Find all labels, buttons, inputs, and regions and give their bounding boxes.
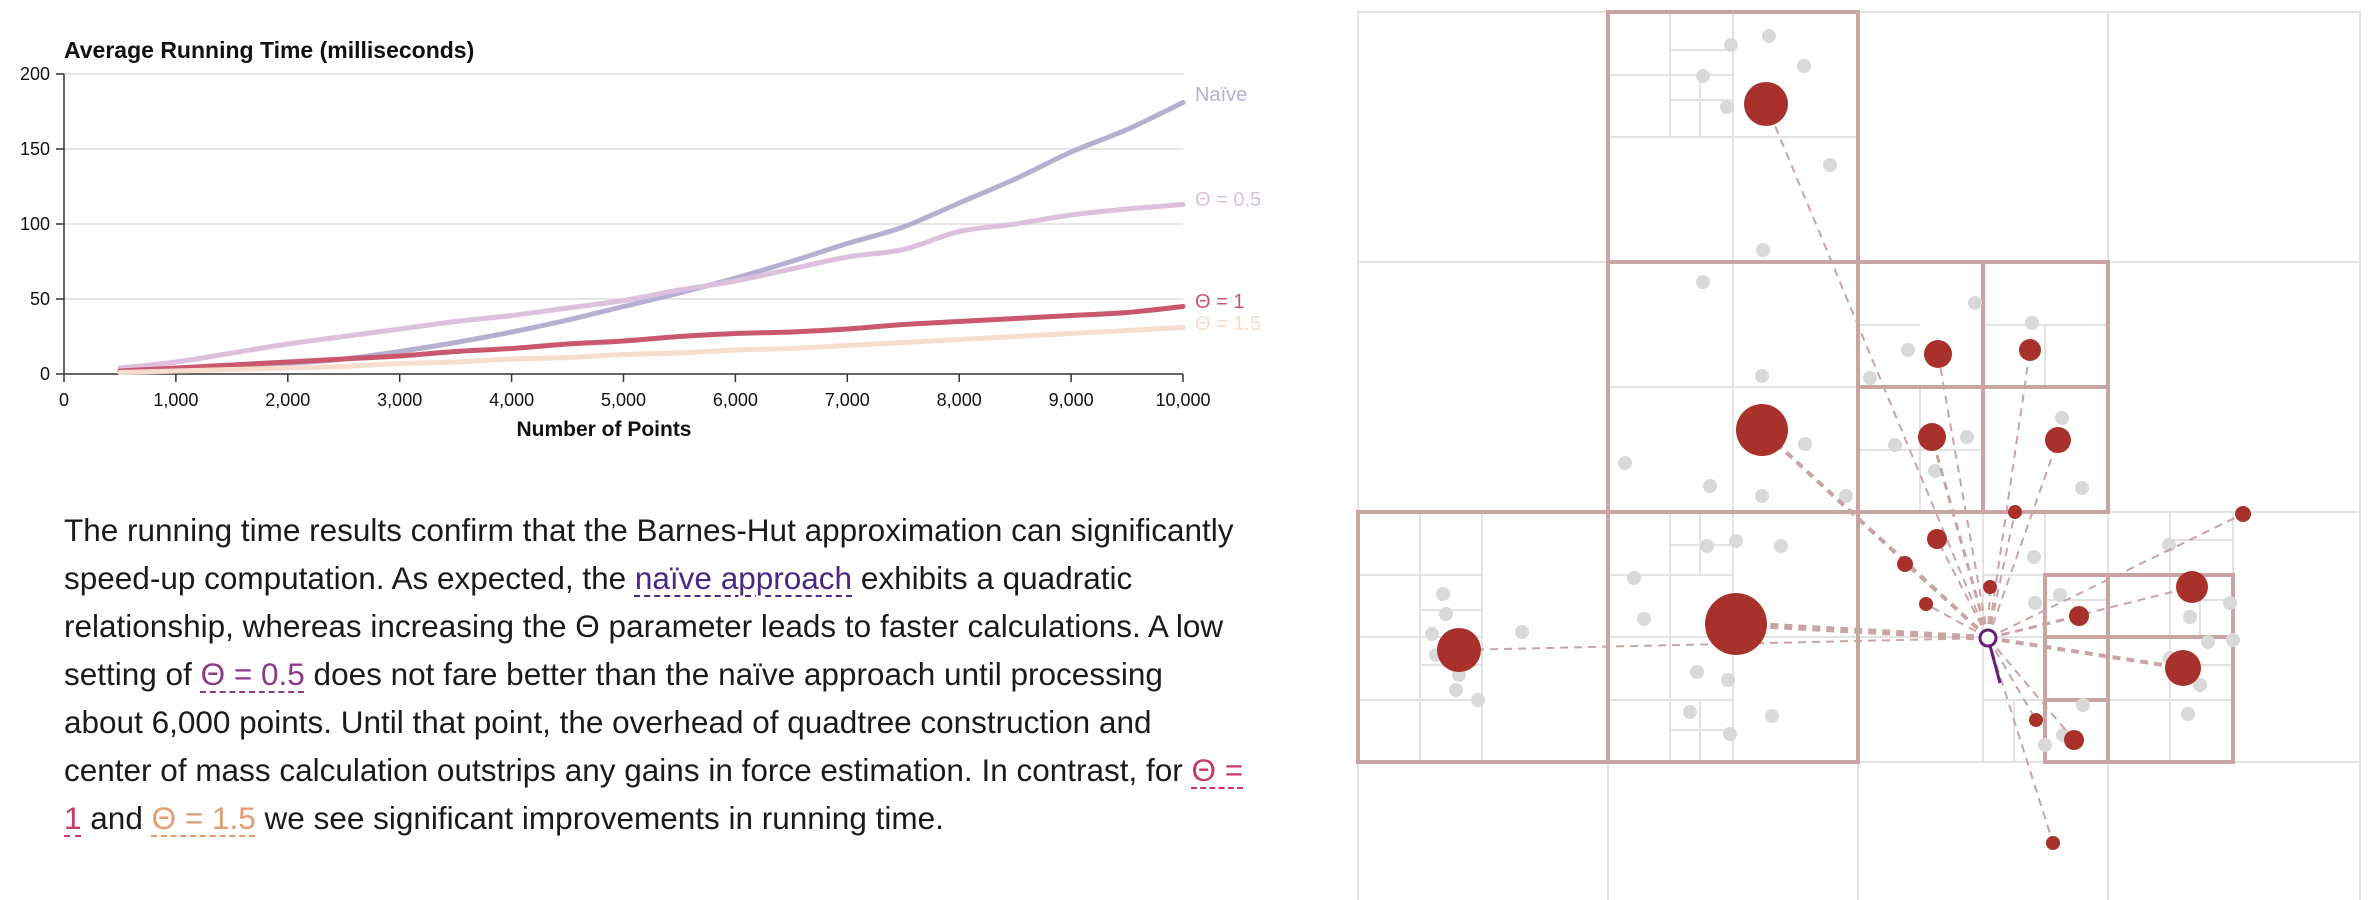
x-tick-label: 0 xyxy=(59,390,69,410)
center-of-mass-nodes xyxy=(1437,82,2251,850)
y-tick-label: 200 xyxy=(20,64,50,84)
naive-approach-link[interactable]: naïve approach xyxy=(634,560,853,596)
series-label-3: Θ = 1.5 xyxy=(1195,313,1261,335)
x-tick-label: 3,000 xyxy=(377,390,422,410)
series-label-1: Θ = 0.5 xyxy=(1195,189,1261,211)
x-tick-label: 9,000 xyxy=(1049,390,1094,410)
paragraph-text-1: The running time results confirm that th… xyxy=(64,512,1234,596)
paragraph-text-4: and xyxy=(81,800,152,836)
barnes-hut-quadtree-diagram xyxy=(1356,10,2361,900)
theta-0-5-link[interactable]: Θ = 0.5 xyxy=(200,656,305,692)
paragraph-text-2: exhibits a quadratic relationship, where… xyxy=(64,560,1224,692)
results-paragraph: The running time results confirm that th… xyxy=(64,506,1244,842)
x-tick-label: 1,000 xyxy=(153,390,198,410)
series-line-2 xyxy=(117,304,1186,374)
x-axis-label: Number of Points xyxy=(516,418,691,441)
x-tick-label: 5,000 xyxy=(601,390,646,410)
x-tick-label: 6,000 xyxy=(713,390,758,410)
paragraph-text-3: does not fare better than the naïve appr… xyxy=(64,656,1192,788)
series-label-2: Θ = 1 xyxy=(1195,291,1244,313)
quadtree-highlighted-cells xyxy=(1356,10,2235,764)
x-tick-label: 10,000 xyxy=(1155,390,1210,410)
chart-legend: Naïve Θ = 0.5 Θ = 1Θ = 1.5 xyxy=(1195,84,1261,335)
theta-1-link[interactable]: Θ = 1 xyxy=(64,752,1244,836)
force-vector-lines xyxy=(1458,103,2244,844)
x-tick-label: 2,000 xyxy=(265,390,310,410)
y-tick-label: 50 xyxy=(30,289,50,309)
chart-gridlines xyxy=(64,73,1183,300)
y-tick-label: 0 xyxy=(40,364,50,384)
x-tick-label: 7,000 xyxy=(825,390,870,410)
chart-series xyxy=(117,100,1186,375)
y-tick-label: 100 xyxy=(20,214,50,234)
chart-axes: 0 50 100 150 200 0 1,000 2,000 3,000 4,000 5,000 6,… xyxy=(20,64,1211,410)
y-tick-label: 150 xyxy=(20,139,50,159)
theta-1-5-link[interactable]: Θ = 1.5 xyxy=(151,800,256,836)
series-label-0: Naïve xyxy=(1195,84,1247,106)
x-tick-label: 4,000 xyxy=(489,390,534,410)
chart-title: Average Running Time (milliseconds) xyxy=(64,37,474,63)
paragraph-text-5: we see significant improvements in runni… xyxy=(255,800,944,836)
series-line-0 xyxy=(117,100,1186,375)
running-time-chart: Average Running Time (milliseconds) 0 50 1… xyxy=(20,37,1261,441)
series-line-1 xyxy=(117,202,1186,371)
series-line-3 xyxy=(117,325,1186,375)
target-point xyxy=(1978,628,2002,684)
x-tick-label: 8,000 xyxy=(937,390,982,410)
